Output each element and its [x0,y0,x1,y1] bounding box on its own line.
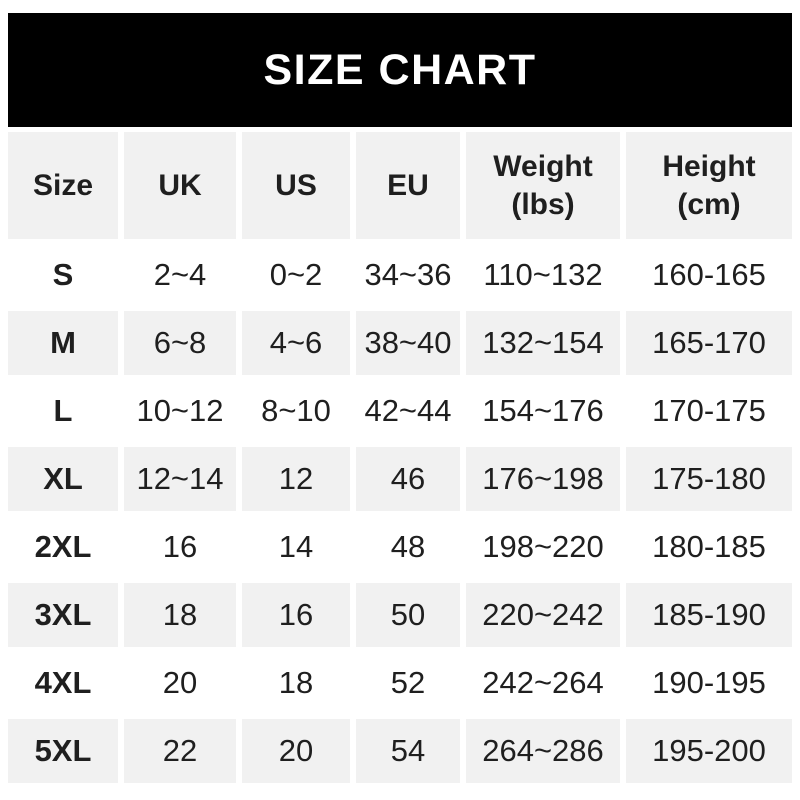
column-header-label: UK [158,168,202,202]
table-cell: 170-175 [626,379,792,443]
table-cell: 110~132 [466,243,620,307]
size-table: Size UK US EU Weight (lbs) Height (cm) S… [8,132,792,783]
table-cell: 14 [242,515,350,579]
table-cell: 10~12 [124,379,236,443]
table-cell: 220~242 [466,583,620,647]
table-cell: 18 [124,583,236,647]
column-header-label: Height [662,149,756,183]
table-cell: 12 [242,447,350,511]
column-header-uk: UK [124,132,236,239]
table-cell: 54 [356,719,460,783]
row-label: 4XL [8,651,118,715]
table-cell: 175-180 [626,447,792,511]
table-cell: 154~176 [466,379,620,443]
row-label: 2XL [8,515,118,579]
column-header-eu: EU [356,132,460,239]
table-cell: 50 [356,583,460,647]
table-cell: 0~2 [242,243,350,307]
table-cell: 38~40 [356,311,460,375]
column-header-label: US [275,168,317,202]
table-cell: 195-200 [626,719,792,783]
column-header-height: Height (cm) [626,132,792,239]
banner: SIZE CHART [8,13,792,127]
column-header-unit: (lbs) [511,187,575,221]
table-cell: 180-185 [626,515,792,579]
row-label: 5XL [8,719,118,783]
page-title: SIZE CHART [263,45,537,94]
table-cell: 22 [124,719,236,783]
column-header-label: EU [387,168,429,202]
column-header-unit: (cm) [677,187,741,221]
table-cell: 42~44 [356,379,460,443]
table-cell: 165-170 [626,311,792,375]
row-label: XL [8,447,118,511]
table-cell: 132~154 [466,311,620,375]
table-cell: 2~4 [124,243,236,307]
table-cell: 12~14 [124,447,236,511]
table-cell: 52 [356,651,460,715]
table-cell: 190-195 [626,651,792,715]
table-cell: 264~286 [466,719,620,783]
column-header-label: Size [32,168,94,202]
table-cell: 6~8 [124,311,236,375]
column-header-weight: Weight (lbs) [466,132,620,239]
table-cell: 4~6 [242,311,350,375]
table-cell: 20 [242,719,350,783]
column-header-size: Size [8,132,118,239]
row-label: M [8,311,118,375]
table-cell: 198~220 [466,515,620,579]
column-header-us: US [242,132,350,239]
table-cell: 16 [124,515,236,579]
table-cell: 160-165 [626,243,792,307]
table-cell: 8~10 [242,379,350,443]
table-cell: 48 [356,515,460,579]
table-cell: 46 [356,447,460,511]
row-label: L [8,379,118,443]
column-header-label: Weight [493,149,593,183]
table-cell: 18 [242,651,350,715]
row-label: 3XL [8,583,118,647]
table-cell: 185-190 [626,583,792,647]
table-cell: 34~36 [356,243,460,307]
row-label: S [8,243,118,307]
table-cell: 242~264 [466,651,620,715]
table-cell: 20 [124,651,236,715]
table-cell: 16 [242,583,350,647]
table-cell: 176~198 [466,447,620,511]
